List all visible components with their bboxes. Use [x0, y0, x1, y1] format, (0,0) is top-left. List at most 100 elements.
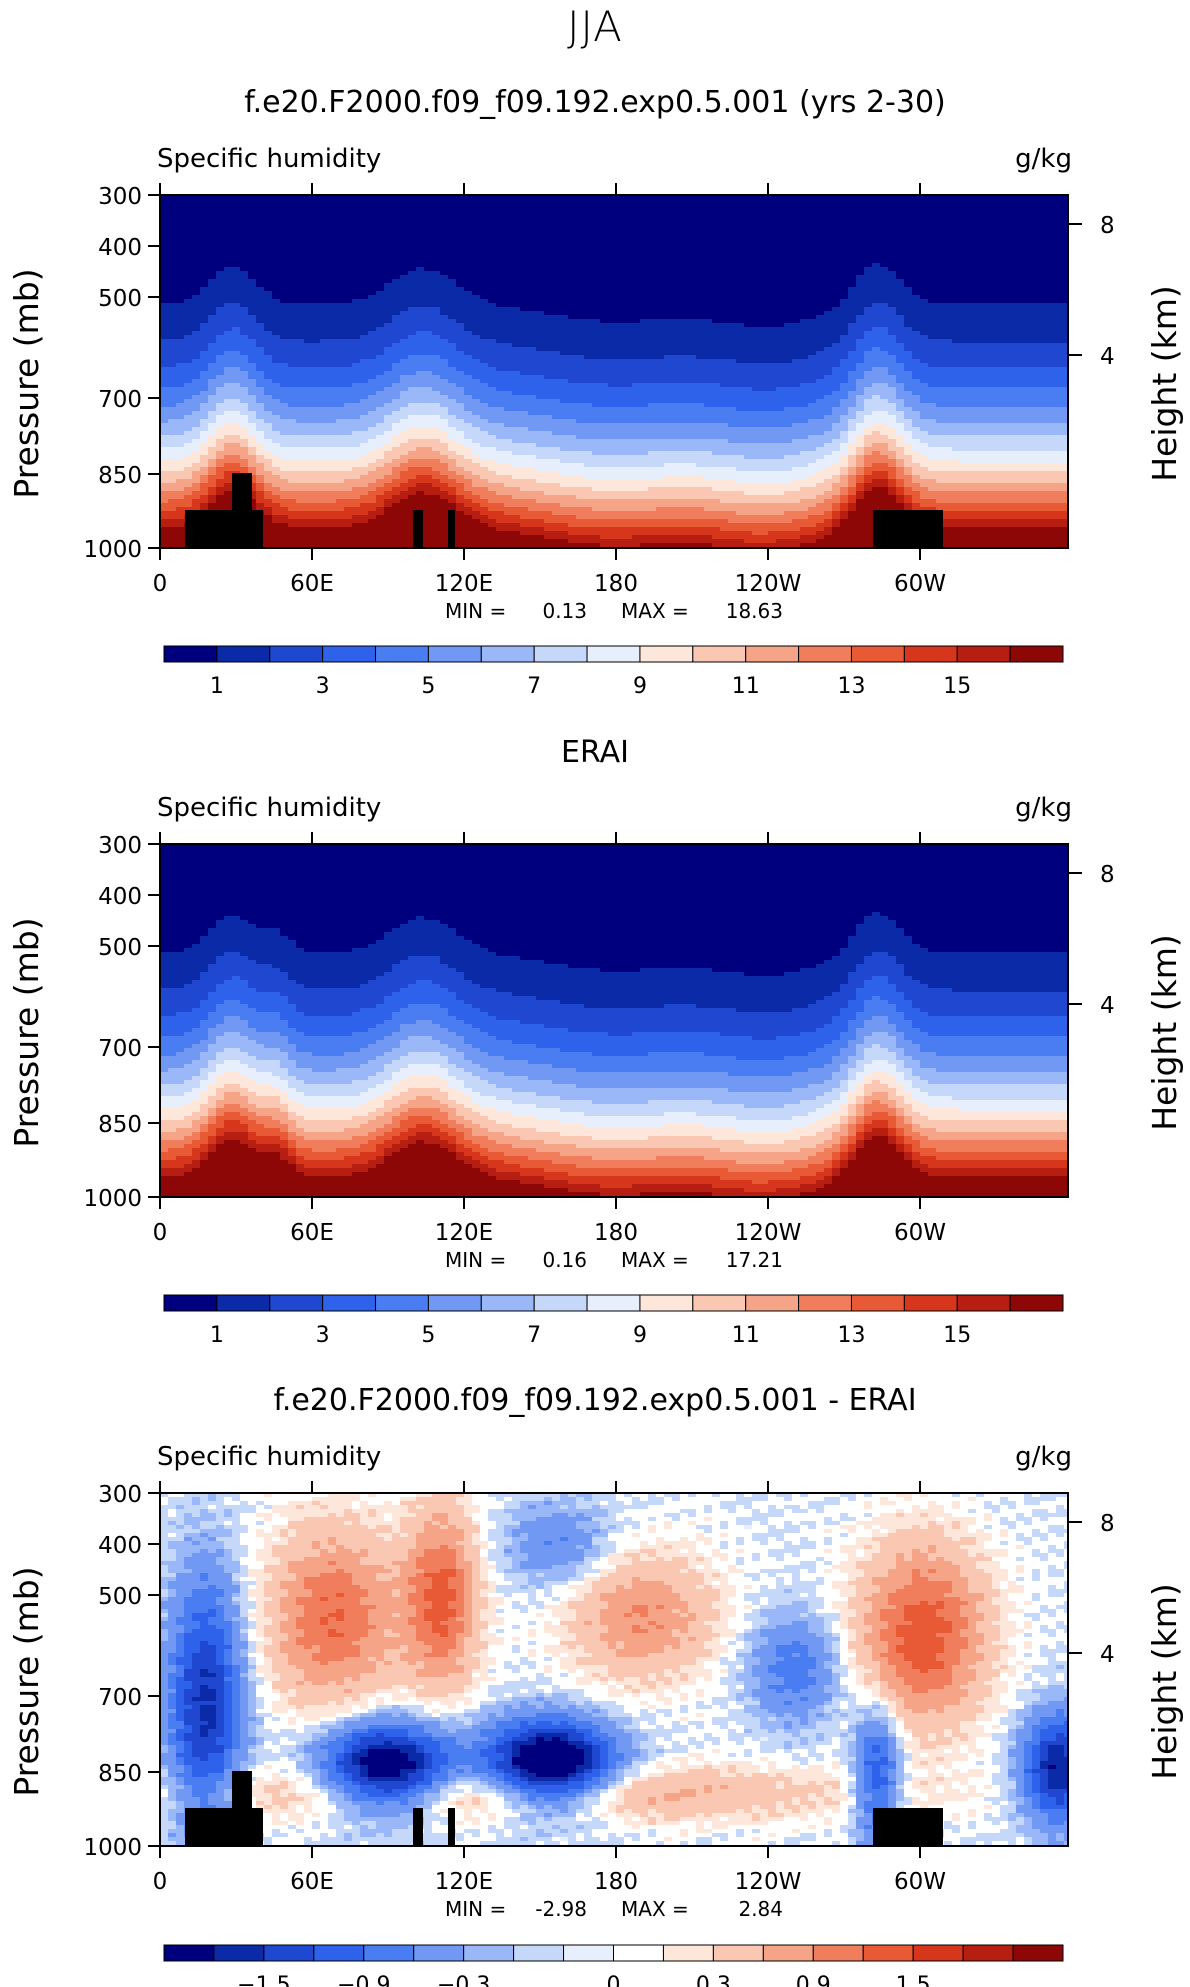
y2label: Height (km)	[1145, 285, 1184, 482]
max-value: 2.84	[738, 1897, 783, 1921]
xtick-label: 120W	[735, 1220, 802, 1246]
colorbar-box	[745, 645, 800, 663]
ytick-label: 1000	[83, 1835, 142, 1861]
y2tick-label: 4	[1100, 993, 1115, 1019]
panel-title: ERAI	[561, 735, 629, 770]
min-label: MIN =	[445, 599, 506, 623]
xtick-label: 60W	[894, 1220, 946, 1246]
contour-field	[160, 195, 1068, 548]
colorbar-box	[956, 1294, 1011, 1312]
xtick-label: 120E	[435, 1220, 493, 1246]
xtick-label: 120E	[435, 571, 493, 597]
season-title: JJA	[0, 2, 1190, 51]
colorbar-tick-label: 9	[633, 1323, 647, 1348]
ytick-label: 500	[98, 935, 142, 961]
colorbar-tick-label: 7	[527, 674, 541, 699]
topo-andes	[873, 510, 943, 548]
colorbar-tick-label: 1	[210, 1323, 224, 1348]
colorbar-tick-label: 3	[316, 674, 330, 699]
xtick-label: 0	[153, 571, 168, 597]
colorbar-box	[480, 1294, 535, 1312]
colorbar-box	[427, 645, 482, 663]
ytick-label: 1000	[83, 1186, 142, 1212]
colorbar-box	[903, 1294, 958, 1312]
ytick-label: 400	[98, 884, 142, 910]
colorbar-box	[269, 645, 324, 663]
max-label: MAX =	[621, 1248, 689, 1272]
colorbar-tick-label: 1	[210, 674, 224, 699]
topo-tibet-1	[413, 510, 423, 548]
colorbar-box	[563, 1944, 614, 1962]
ytick-label: 400	[98, 1533, 142, 1559]
ytick-label: 300	[98, 1482, 142, 1508]
ytick-label: 850	[98, 1761, 142, 1787]
colorbar-tick-label: 15	[943, 1323, 971, 1348]
colorbar-tick-label: 7	[527, 1323, 541, 1348]
ytick-label: 400	[98, 235, 142, 261]
colorbar-box	[463, 1944, 515, 1962]
y2label: Height (km)	[1145, 1583, 1184, 1780]
colorbar-box	[692, 1294, 747, 1312]
xtick-label: 120E	[435, 1869, 493, 1895]
colorbar-box	[480, 645, 535, 663]
colorbar-box	[533, 1294, 588, 1312]
colorbar-box	[322, 645, 377, 663]
colorbar-tick-label: 0	[607, 1973, 621, 1987]
colorbar-box	[662, 1944, 714, 1962]
min-value: 0.16	[542, 1248, 587, 1272]
colorbar-box	[322, 1294, 377, 1312]
panel-title: f.e20.F2000.f09_f09.192.exp0.5.001 - ERA…	[273, 1383, 916, 1418]
max-label: MAX =	[621, 599, 689, 623]
colorbar-tick-label: 5	[421, 674, 435, 699]
xtick-label: 180	[594, 1869, 638, 1895]
colorbar-tick-label: 1.5	[896, 1973, 931, 1987]
colorbar-box	[1012, 1944, 1064, 1962]
colorbar-box	[375, 1294, 429, 1312]
colorbar-box	[413, 1944, 465, 1962]
ytick-label: 700	[98, 1036, 142, 1062]
colorbar-box	[1009, 1294, 1064, 1312]
colorbar-tick-label: 15	[943, 674, 971, 699]
colorbar-box	[269, 1294, 324, 1312]
colorbar-tick-label: 11	[732, 1323, 760, 1348]
ylabel: Pressure (mb)	[7, 917, 46, 1147]
plot-frame	[159, 843, 1069, 1198]
colorbar-box	[850, 645, 905, 663]
topography-mask	[185, 473, 943, 548]
colorbar-tick-label: 3	[316, 1323, 330, 1348]
colorbar: 1 3 5 7 9 11 13 15	[163, 1294, 1064, 1348]
colorbar-box	[862, 1944, 914, 1962]
colorbar-tick-label: 9	[633, 674, 647, 699]
colorbar-box	[692, 645, 747, 663]
variable-label: Specific humidity	[157, 144, 381, 174]
colorbar-box	[586, 1294, 641, 1312]
y2tick-label: 8	[1100, 213, 1115, 239]
ytick-label: 500	[98, 286, 142, 312]
ytick-label: 300	[98, 184, 142, 210]
colorbar-tick-label: −0.9	[337, 1973, 390, 1987]
colorbar-box	[163, 1944, 215, 1962]
colorbar-box	[363, 1944, 415, 1962]
variable-label: Specific humidity	[157, 793, 381, 823]
colorbar-box	[613, 1944, 664, 1962]
min-label: MIN =	[445, 1248, 506, 1272]
y2tick-label: 8	[1100, 1511, 1115, 1537]
colorbar-box	[586, 645, 641, 663]
topo-africa	[185, 510, 263, 548]
ytick-label: 500	[98, 1584, 142, 1610]
panel-3: f.e20.F2000.f09_f09.192.exp0.5.001 - ERA…	[7, 1383, 1184, 1987]
ytick-label: 700	[98, 1685, 142, 1711]
min-label: MIN =	[445, 1897, 506, 1921]
ytick-label: 700	[98, 387, 142, 413]
colorbar-box	[762, 1944, 814, 1962]
colorbar-box	[533, 645, 588, 663]
colorbar-box	[850, 1294, 905, 1312]
colorbar-box	[903, 645, 958, 663]
xtick-label: 60W	[894, 571, 946, 597]
ylabel: Pressure (mb)	[7, 1566, 46, 1796]
colorbar-box	[313, 1944, 365, 1962]
xtick-label: 180	[594, 1220, 638, 1246]
max-value: 18.63	[726, 599, 783, 623]
colorbar-box	[263, 1944, 315, 1962]
